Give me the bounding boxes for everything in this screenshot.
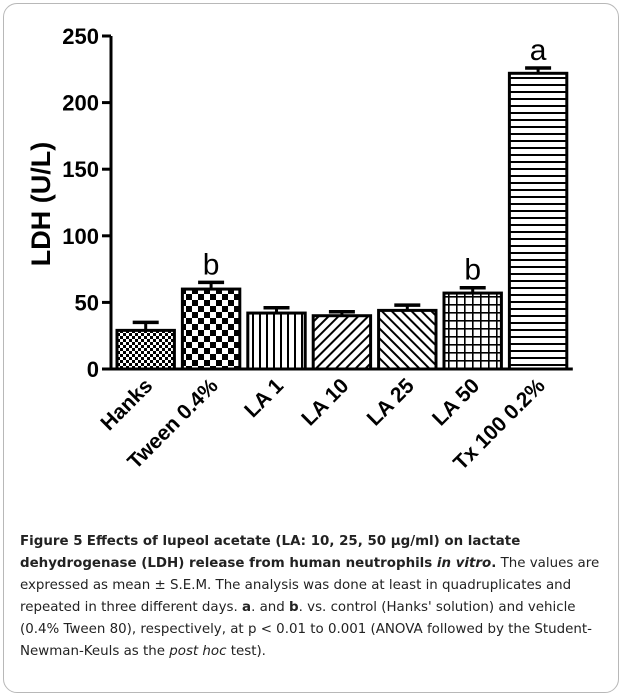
figure-caption: Figure 5 Effects of lupeol acetate (LA: … — [20, 531, 610, 663]
y-axis: 0 50 100 150 200 250 — [62, 24, 113, 382]
bar-la-1 — [246, 311, 307, 371]
caption-body-italic: post hoc — [169, 644, 227, 659]
bar-la-50 — [442, 291, 503, 371]
bar-la-25 — [377, 308, 438, 371]
caption-label: Figure 5 — [20, 534, 83, 549]
y-tick-label: 150 — [62, 157, 99, 182]
y-tick-label: 50 — [75, 290, 99, 315]
y-axis-label: LDH (U/L) — [26, 142, 56, 266]
x-tick-label-la-10: LA 10 — [297, 374, 353, 430]
y-tick-label: 250 — [62, 24, 99, 49]
caption-a-label: a — [242, 600, 252, 615]
x-tick-label-la-1: LA 1 — [240, 374, 288, 422]
x-tick-label-la-50: LA 50 — [428, 374, 484, 430]
bar-tx-100-0-2 — [507, 71, 569, 371]
y-tick-label: 100 — [62, 224, 99, 249]
caption-title: Effects of lupeol acetate (LA: 10, 25, 5… — [20, 534, 520, 571]
y-tick-label: 0 — [87, 357, 99, 382]
caption-body-1: The values are expressed as mean ± S.E.M… — [20, 556, 600, 615]
caption-body-3: . vs. control (Hanks' solution) and vehi… — [20, 600, 592, 659]
bar-la-10 — [311, 314, 373, 371]
caption-title-end: . — [491, 556, 497, 571]
caption-body-4: test). — [226, 644, 266, 659]
y-tick-label: 200 — [62, 91, 99, 116]
x-tick-label-hanks: Hanks — [96, 374, 157, 435]
bar-chart: LDH (U/L) 0 50 100 150 200 250 b b a HanksTween… — [26, 24, 573, 475]
caption-title-italic: in vitro — [436, 556, 492, 571]
caption-b-label: b — [289, 600, 299, 615]
caption-title-text: Effects of lupeol acetate (LA: 10, 25, 5… — [20, 534, 521, 571]
bar-tween-0-4 — [180, 287, 242, 371]
significance-label-tween-0-4: b — [203, 248, 220, 281]
bar-hanks — [115, 328, 176, 371]
significance-label-tx-100-0-2: a — [530, 34, 547, 67]
bars: b b a — [115, 34, 569, 371]
significance-label-la-50: b — [464, 254, 481, 287]
x-tick-label-la-25: LA 25 — [363, 374, 419, 430]
caption-body-2: . and — [251, 600, 290, 615]
